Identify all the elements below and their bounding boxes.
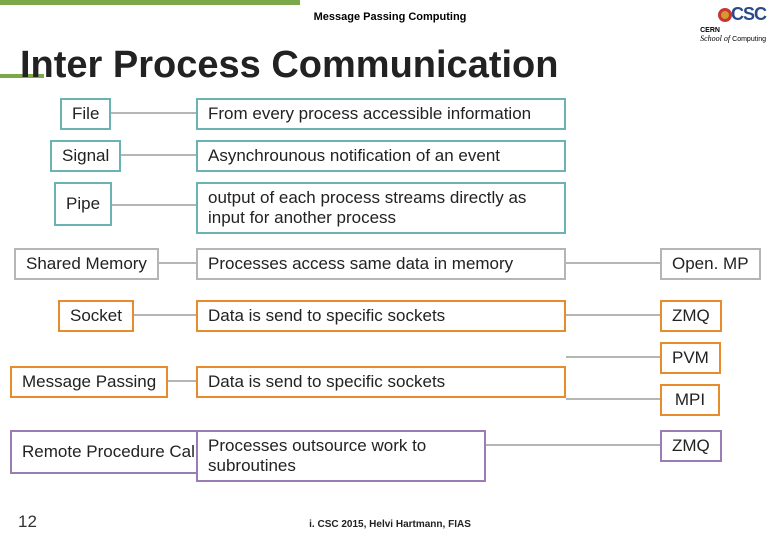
ipc-description-box: Data is send to specific sockets	[196, 300, 566, 332]
logo-letters: CSC	[731, 4, 766, 25]
ipc-description-box: From every process accessible informatio…	[196, 98, 566, 130]
logo-of: of	[722, 34, 732, 43]
tech-tag-box: ZMQ	[660, 300, 722, 332]
logo-csc: CSC	[721, 4, 766, 25]
ipc-description-box: output of each process streams directly …	[196, 182, 566, 234]
ipc-description-box: Processes access same data in memory	[196, 248, 566, 280]
ipc-method-box: Message Passing	[10, 366, 168, 398]
ipc-method-box: Signal	[50, 140, 121, 172]
tech-tag-box: PVM	[660, 342, 721, 374]
page-title: Inter Process Communication	[20, 44, 558, 87]
connector-line	[121, 154, 196, 156]
slide: Message Passing Computing CSC CERN Schoo…	[0, 0, 780, 540]
connector-line	[159, 262, 196, 264]
connector-line	[134, 314, 196, 316]
tech-tag-box: MPI	[660, 384, 720, 416]
ipc-description-box: Data is send to specific sockets	[196, 366, 566, 398]
connector-line	[112, 204, 196, 206]
tech-tag-box: ZMQ	[660, 430, 722, 462]
connector-line	[111, 112, 196, 114]
logo-subtitle: CERN School of Computing	[700, 27, 766, 43]
ipc-method-box: Pipe	[54, 182, 112, 226]
logo: CSC CERN School of Computing	[700, 4, 766, 43]
topbar-accent	[0, 0, 300, 5]
connector-line	[566, 356, 660, 358]
ipc-method-box: File	[60, 98, 111, 130]
connector-line	[566, 314, 660, 316]
connector-line	[168, 380, 196, 382]
ipc-description-box: Processes outsource work to subroutines	[196, 430, 486, 482]
tech-tag-box: Open. MP	[660, 248, 761, 280]
ipc-method-box: Socket	[58, 300, 134, 332]
ipc-method-box: Shared Memory	[14, 248, 159, 280]
ipc-method-box: Remote Procedure Call	[10, 430, 211, 474]
ipc-description-box: Asynchrounous notification of an event	[196, 140, 566, 172]
connector-line	[566, 262, 660, 264]
logo-cern: CERN	[700, 27, 720, 34]
logo-dot-icon	[721, 11, 729, 19]
logo-computing: Computing	[732, 36, 766, 43]
topbar: Message Passing Computing	[0, 0, 780, 34]
topbar-title: Message Passing Computing	[314, 11, 467, 23]
logo-school: School	[700, 34, 722, 43]
connector-line	[566, 398, 660, 400]
connector-line	[486, 444, 660, 446]
footer-text: i. CSC 2015, Helvi Hartmann, FIAS	[0, 519, 780, 530]
